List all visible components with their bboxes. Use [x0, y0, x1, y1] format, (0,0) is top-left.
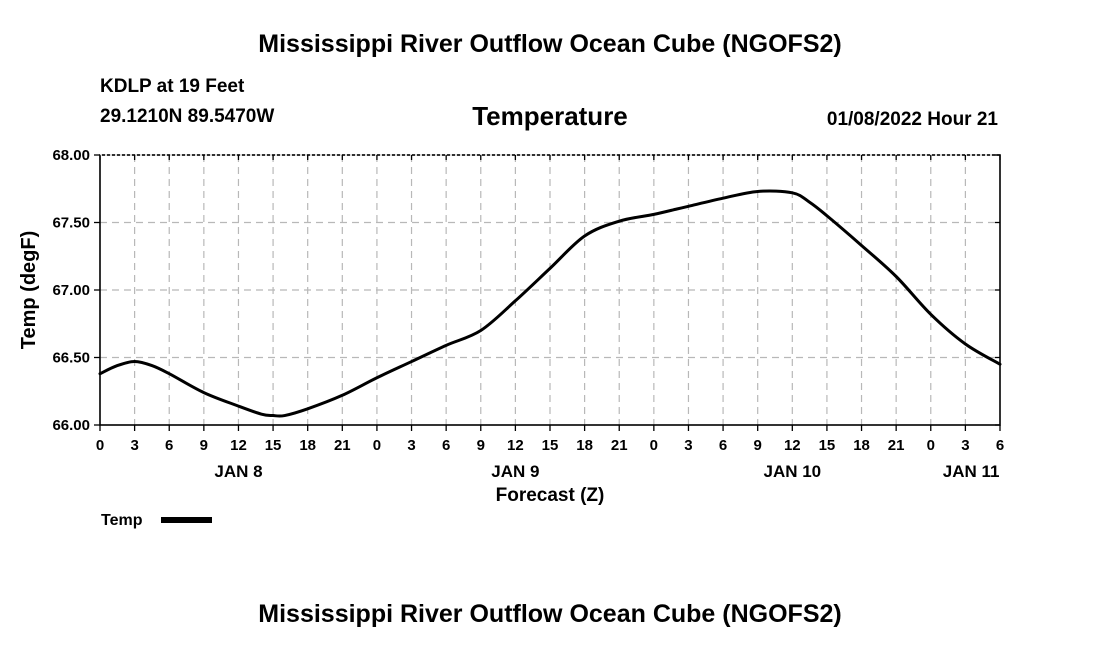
x-tick-label: 3: [961, 437, 969, 454]
x-tick-label: 12: [784, 437, 801, 454]
station-coordinates: 29.1210N 89.5470W: [100, 106, 275, 127]
y-tick-label: 67.00: [52, 282, 90, 299]
panel-title: Temperature: [472, 101, 628, 131]
x-day-label: JAN 8: [214, 462, 262, 481]
x-tick-label: 6: [996, 437, 1004, 454]
y-tick-label: 66.50: [52, 350, 90, 367]
x-tick-label: 21: [888, 437, 905, 454]
x-tick-label: 6: [719, 437, 727, 454]
x-tick-label: 0: [96, 437, 104, 454]
x-tick-label: 6: [165, 437, 173, 454]
x-tick-label: 15: [265, 437, 282, 454]
y-tick-label: 67.50: [52, 215, 90, 232]
y-axis-label: Temp (degF): [18, 231, 40, 350]
x-day-label: JAN 10: [763, 462, 821, 481]
x-tick-label: 6: [442, 437, 450, 454]
x-tick-label: 0: [650, 437, 658, 454]
x-tick-label: 0: [927, 437, 935, 454]
x-tick-label: 3: [407, 437, 415, 454]
forecast-datetime: 01/08/2022 Hour 21: [827, 109, 999, 130]
y-tick-label: 68.00: [52, 147, 90, 164]
x-tick-label: 21: [334, 437, 351, 454]
chart-title-top: Mississippi River Outflow Ocean Cube (NG…: [258, 30, 842, 58]
station-label: KDLP at 19 Feet: [100, 76, 245, 97]
legend-label: Temp: [101, 512, 143, 529]
x-tick-label: 15: [819, 437, 836, 454]
x-tick-label: 0: [373, 437, 381, 454]
x-tick-label: 18: [576, 437, 593, 454]
x-tick-label: 9: [754, 437, 762, 454]
x-tick-label: 12: [507, 437, 524, 454]
x-axis-label: Forecast (Z): [496, 485, 605, 506]
series-line-temp: [98, 189, 1002, 418]
x-tick-label: 9: [477, 437, 485, 454]
x-tick-label: 12: [230, 437, 247, 454]
chart-title-bottom: Mississippi River Outflow Ocean Cube (NG…: [258, 600, 842, 628]
x-tick-label: 3: [130, 437, 138, 454]
x-tick-label: 18: [853, 437, 870, 454]
y-tick-label: 66.00: [52, 417, 90, 434]
x-tick-label: 9: [200, 437, 208, 454]
x-tick-label: 15: [542, 437, 559, 454]
x-day-label: JAN 9: [491, 462, 539, 481]
x-tick-label: 3: [684, 437, 692, 454]
x-day-label: JAN 11: [943, 462, 1000, 481]
x-tick-label: 18: [299, 437, 316, 454]
x-tick-label: 21: [611, 437, 628, 454]
